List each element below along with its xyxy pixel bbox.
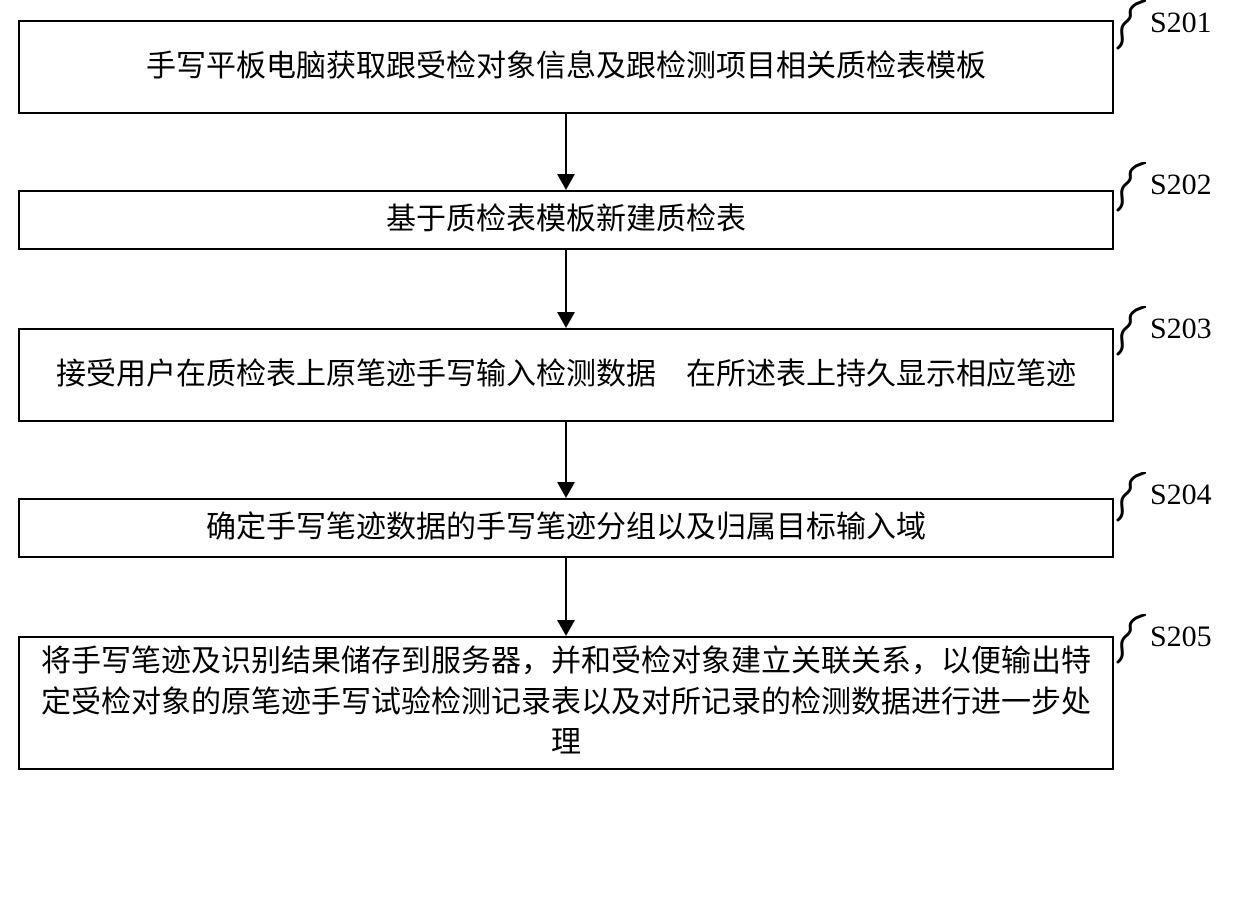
arrow-head-icon <box>557 620 575 636</box>
step-box-s203: 接受用户在质检表上原笔迹手写输入检测数据 在所述表上持久显示相应笔迹 <box>18 328 1114 422</box>
step-box-s201: 手写平板电脑获取跟受检对象信息及跟检测项目相关质检表模板 <box>18 20 1114 114</box>
step-label-s201: S201 <box>1150 6 1212 40</box>
connector-squiggle <box>1116 0 1146 50</box>
arrow-s204-s205 <box>0 558 1239 636</box>
arrow-head-icon <box>557 312 575 328</box>
arrow-line <box>565 422 567 482</box>
arrow-s203-s204 <box>0 422 1239 498</box>
step-text: 确定手写笔迹数据的手写笔迹分组以及归属目标输入域 <box>206 508 926 549</box>
step-text: 基于质检表模板新建质检表 <box>386 200 746 241</box>
arrow-s202-s203 <box>0 250 1239 328</box>
arrow-head-icon <box>557 482 575 498</box>
step-text: 将手写笔迹及识别结果储存到服务器，并和受检对象建立关联关系，以便输出特定受检对象… <box>40 642 1092 764</box>
arrow-line <box>565 114 567 174</box>
arrow-line <box>565 250 567 312</box>
step-box-s204: 确定手写笔迹数据的手写笔迹分组以及归属目标输入域 <box>18 498 1114 558</box>
arrow-s201-s202 <box>0 114 1239 190</box>
arrow-line <box>565 558 567 620</box>
step-text: 接受用户在质检表上原笔迹手写输入检测数据 在所述表上持久显示相应笔迹 <box>56 355 1076 396</box>
step-box-s205: 将手写笔迹及识别结果储存到服务器，并和受检对象建立关联关系，以便输出特定受检对象… <box>18 636 1114 770</box>
step-text: 手写平板电脑获取跟受检对象信息及跟检测项目相关质检表模板 <box>146 47 986 88</box>
step-box-s202: 基于质检表模板新建质检表 <box>18 190 1114 250</box>
arrow-head-icon <box>557 174 575 190</box>
